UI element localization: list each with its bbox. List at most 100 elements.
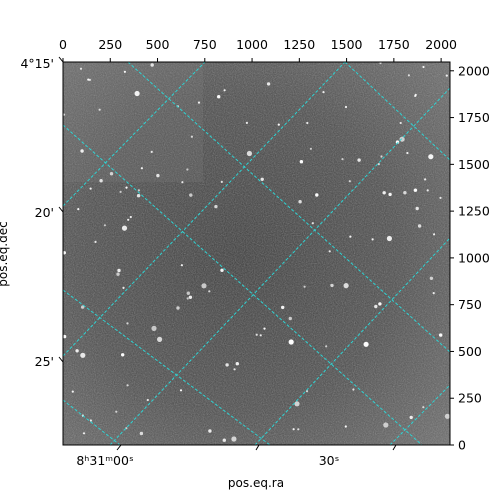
star xyxy=(134,90,140,97)
star xyxy=(260,177,264,181)
star xyxy=(414,93,417,96)
star xyxy=(137,189,140,192)
star xyxy=(255,333,258,336)
star xyxy=(281,305,285,310)
star xyxy=(222,438,226,442)
pixel-x-tick-label: 0 xyxy=(59,37,67,52)
star xyxy=(386,235,392,242)
star xyxy=(223,89,226,92)
pixel-x-tick-label: 1500 xyxy=(331,37,363,52)
star xyxy=(348,180,351,183)
star xyxy=(88,78,91,81)
star xyxy=(341,158,344,161)
star xyxy=(246,150,252,157)
star xyxy=(186,297,189,300)
star xyxy=(139,431,144,436)
pixel-x-tick-label: 1000 xyxy=(236,37,268,52)
pixel-x-tick-label: 250 xyxy=(98,37,122,52)
star xyxy=(292,428,295,431)
wcs-grid-line xyxy=(63,399,121,445)
star xyxy=(429,276,434,280)
star xyxy=(288,316,292,321)
star xyxy=(146,398,149,402)
star xyxy=(383,422,389,428)
star xyxy=(126,384,129,387)
pixel-y-axis: 0 250 500 750 1000 1250 1500 1750 2000 xyxy=(450,63,490,453)
star xyxy=(99,179,103,183)
star xyxy=(129,215,132,219)
pixel-x-tick-label: 1750 xyxy=(378,37,410,52)
star xyxy=(322,91,325,94)
star xyxy=(121,225,128,231)
star xyxy=(186,168,189,171)
wcs-grid-line xyxy=(109,87,450,445)
star xyxy=(433,233,436,236)
wcs-grid-line xyxy=(63,62,206,207)
star xyxy=(343,283,349,289)
star xyxy=(80,352,86,358)
star xyxy=(121,353,125,357)
star xyxy=(75,349,79,353)
pixel-y-tick-label: 1750 xyxy=(458,110,490,125)
wcs-grid-line xyxy=(344,62,450,161)
pixel-y-tick-label: 250 xyxy=(458,391,482,406)
star xyxy=(235,362,239,366)
star xyxy=(417,224,422,228)
dec-tick-label-1: 20' xyxy=(35,205,54,220)
star xyxy=(422,406,425,409)
star xyxy=(103,224,106,227)
star xyxy=(122,286,125,289)
star xyxy=(77,208,80,211)
star xyxy=(378,302,382,306)
wcs-grid-line xyxy=(127,62,450,353)
star xyxy=(151,325,157,331)
star xyxy=(116,272,120,276)
star xyxy=(344,425,347,428)
plot-frame xyxy=(62,61,451,446)
star xyxy=(109,172,114,176)
star xyxy=(156,173,160,178)
star xyxy=(197,101,201,104)
star xyxy=(259,334,262,337)
pixel-x-tick-label: 2000 xyxy=(425,37,457,52)
pixel-y-tick-label: 1000 xyxy=(458,250,490,265)
star xyxy=(220,268,224,272)
pixel-x-tick-label: 750 xyxy=(193,37,217,52)
star xyxy=(299,160,304,164)
star xyxy=(89,187,92,190)
pixel-x-tick-label: 500 xyxy=(146,37,170,52)
star xyxy=(63,334,67,339)
star xyxy=(233,368,236,371)
star xyxy=(315,193,319,197)
y-axis-label: pos.eq.dec xyxy=(0,221,10,286)
star xyxy=(220,180,223,183)
star xyxy=(208,290,211,293)
pixel-y-tick-label: 2000 xyxy=(458,63,490,78)
star xyxy=(325,345,328,348)
star xyxy=(127,218,130,221)
wcs-grid-line xyxy=(63,124,423,445)
star xyxy=(157,336,163,342)
star xyxy=(125,186,128,189)
star xyxy=(117,268,121,273)
star xyxy=(176,306,180,310)
pixel-y-tick-label: 1250 xyxy=(458,204,490,219)
star xyxy=(119,190,122,193)
star xyxy=(432,292,435,295)
star xyxy=(126,322,129,325)
star xyxy=(115,410,118,413)
star xyxy=(136,194,141,198)
star xyxy=(150,150,153,153)
star xyxy=(225,363,229,367)
ra-tick-label-1: 30ˢ xyxy=(319,453,340,468)
star xyxy=(382,191,386,195)
ra-tick-label-0: 8ʰ31ᵐ00ˢ xyxy=(76,453,133,468)
star xyxy=(63,251,66,255)
star xyxy=(201,283,207,289)
star-field xyxy=(63,62,450,442)
star xyxy=(263,327,266,330)
dec-tick-label-2: 25' xyxy=(35,354,54,369)
star xyxy=(306,121,309,125)
wcs-grid-line xyxy=(389,384,450,445)
star xyxy=(294,401,300,407)
